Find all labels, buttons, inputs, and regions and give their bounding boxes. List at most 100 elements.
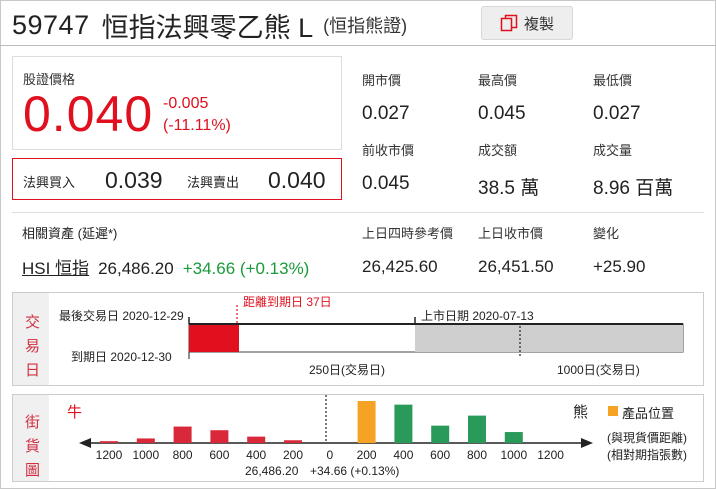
street-tick-label-7: 200 [357,448,377,462]
street-bar-4 [247,436,266,443]
street-bar-9 [431,425,450,443]
stat-open: 開市價 0.027 [362,70,410,125]
stat-high: 最高價 0.045 [478,70,526,125]
price-change-percent: (-11.11%) [163,117,231,134]
stat-high-label: 最高價 [478,73,518,88]
street-title-char-2: 貨 [25,438,41,455]
related-asset-row: HSI 恒指 26,486.20 +34.66 (+0.13%) [22,254,309,279]
street-bar-1 [136,438,155,443]
copy-button[interactable]: 複製 [481,6,573,40]
stat-index-change-label: 變化 [593,226,620,241]
stat-ref-price-value: 26,425.60 [362,257,438,276]
stat-volume-label: 成交量 [593,143,633,158]
bull-label: 牛 [67,404,83,421]
street-bar-2 [173,426,192,443]
product-legend-swatch [608,406,618,416]
street-tick-label-12: 1200 [537,448,564,462]
street-bar-11 [504,432,523,443]
scale-250-label: 250日(交易日) [309,363,386,377]
stat-ref-price-label: 上日四時參考價 [362,226,454,241]
stat-prev-index-close-value: 26,451.50 [478,257,554,276]
listing-date: 上市日期 2020-07-13 [421,309,534,323]
street-bar-10 [468,415,486,443]
street-tick-label-4: 400 [246,448,266,462]
street-tick-label-6: 0 [326,448,333,462]
street-bar-5 [284,440,302,443]
related-asset-label: 相關資產 (延遲*) [22,226,118,241]
related-asset-link[interactable]: HSI 恒指 [22,259,90,278]
ask-value: 0.040 [268,167,326,193]
street-title-char-1: 街 [25,414,41,431]
price-box: 股證價格 0.040 -0.005 (-11.11%) [12,56,342,150]
street-title-char-3: 圖 [25,462,41,479]
street-tick-label-10: 800 [467,448,487,462]
street-tick-label-0: 1200 [96,448,123,462]
stock-type: (恒指熊證) [323,16,408,36]
stat-prev-index-close: 上日收市價 26,451.50 [478,223,554,277]
stat-volume-value: 8.96 百萬 [593,178,674,199]
stat-open-value: 0.027 [362,103,410,124]
street-tick-label-11: 1000 [500,448,527,462]
expiry-date: 到期日 2020-12-30 [71,350,172,364]
spot-price: 26,486.20 [245,464,299,478]
stat-open-label: 開市價 [362,73,402,88]
product-legend-label: 產品位置 [622,406,675,421]
street-tick-label-9: 600 [430,448,450,462]
stat-low-label: 最低價 [593,73,633,88]
bid-ask-box: 法興買入 0.039 法興賣出 0.040 [12,158,342,200]
spot-change: +34.66 (+0.13%) [310,464,400,478]
scale-1000-label: 1000日(交易日) [557,363,640,377]
stat-turnover-label: 成交額 [478,143,518,158]
price-label: 股證價格 [23,72,76,87]
days-to-expiry: 距離到期日 37日 [243,295,332,309]
timeline-elapsed-bar [415,324,683,352]
ask-label: 法興賣出 [187,175,240,190]
street-bar-7 [357,401,376,443]
trade-days-title-char-2: 易 [25,338,41,355]
street-bar-3 [210,430,229,443]
x-axis-left-arrow [79,438,91,448]
last-trade-date: 最後交易日 2020-12-29 [59,309,184,323]
street-tick-label-1: 1000 [132,448,159,462]
stat-volume: 成交量 8.96 百萬 [593,140,673,200]
copy-icon [500,14,518,32]
related-asset-price: 26,486.20 [98,259,174,278]
stat-turnover: 成交額 38.5 萬 [478,140,539,200]
street-tick-label-2: 800 [173,448,193,462]
bid-value: 0.039 [105,167,163,193]
trade-days-panel: 交 易 日 最後交易日 2020-12-29 距離到期日 37日 上市日期 20… [12,292,704,386]
street-chart: 1200 1000 800 600 400 200 0 200 400 600 800 1000 120… [79,395,593,462]
stat-prev-index-close-label: 上日收市價 [478,226,544,241]
street-chart-panel: 街 貨 圖 牛 熊 產品位置 (與現貨價距離) (相對期指張數) 26,486.… [12,394,704,482]
stat-low: 最低價 0.027 [593,70,641,125]
street-note-1: (與現貨價距離) [607,431,687,445]
timeline-remaining-bar [189,324,239,352]
stat-high-value: 0.045 [478,103,526,124]
price-change: -0.005 [163,95,209,112]
street-tick-label-3: 600 [209,448,229,462]
trade-days-title-char-3: 日 [25,362,41,379]
stock-name: 恒指法興零乙熊 L [101,12,314,43]
trade-days-title-char-1: 交 [25,314,41,331]
stat-prev-close: 前收市價 0.045 [362,140,414,195]
stat-low-value: 0.027 [593,103,641,124]
page-header: 59747 恒指法興零乙熊 L (恒指熊證) [12,8,408,43]
stat-prev-close-value: 0.045 [362,173,410,194]
stat-index-change: 變化 +25.90 [593,223,645,277]
street-tick-label-8: 400 [393,448,413,462]
trade-days-title: 交 易 日 [13,293,49,385]
price-value: 0.040 [23,86,154,142]
section-divider [12,212,704,213]
copy-label: 複製 [523,15,554,33]
stat-turnover-value: 38.5 萬 [478,178,540,199]
street-tick-label-5: 200 [283,448,303,462]
bear-label: 熊 [573,404,589,421]
stat-ref-price: 上日四時參考價 26,425.60 [362,223,453,277]
street-bar-0 [100,441,118,443]
trade-days-timeline [188,305,684,359]
header-divider [0,45,716,46]
street-chart-title: 街 貨 圖 [13,395,49,481]
stock-code: 59747 [12,9,90,40]
bid-label: 法興買入 [23,175,76,190]
stat-prev-close-label: 前收市價 [362,143,415,158]
